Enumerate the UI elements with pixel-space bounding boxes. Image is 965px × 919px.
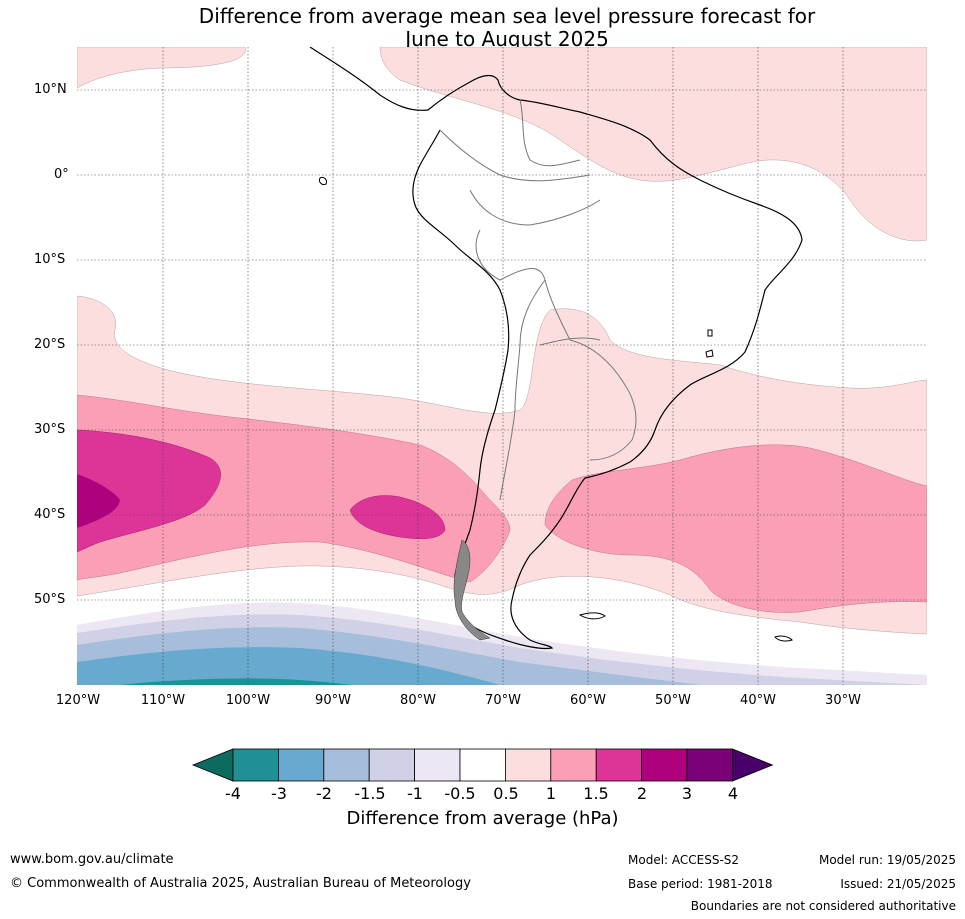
pressure-anomaly-map [77, 47, 927, 685]
colorbar-tick-minus-1-5: -1.5 [354, 784, 386, 803]
colorbar-tick-minus-3: -3 [271, 784, 287, 803]
colorbar-bin-5 [459, 748, 506, 782]
footer-model-run: Model run: 19/05/2025 [818, 853, 956, 867]
colorbar-bin-2 [323, 748, 370, 782]
colorbar-tick-1-5: 1.5 [583, 784, 609, 803]
colorbar-label: Difference from average (hPa) [346, 808, 619, 829]
footer-base-period: Base period: 1981-2018 [628, 877, 773, 891]
anomaly-south-one-east [544, 444, 927, 613]
lon-label-60w: 60°W [570, 693, 606, 708]
country-borders [439, 99, 637, 501]
colorbar-bin-3 [368, 748, 416, 782]
colorbar-tick-minus-1: -1 [407, 784, 423, 803]
colorbar-under-arrow [191, 748, 234, 782]
lon-label-50w: 50°W [655, 693, 691, 708]
lon-label-100w: 100°W [225, 693, 271, 708]
title-line-1: Difference from average mean sea level p… [198, 4, 816, 28]
lat-label-10s: 10°S [34, 252, 66, 267]
lon-label-120w: 120°W [55, 693, 101, 708]
anomaly-band-minus-three [119, 678, 353, 685]
lon-label-110w: 110°W [140, 693, 186, 708]
lon-label-80w: 80°W [400, 693, 436, 708]
colorbar-bin-0 [232, 748, 279, 782]
lat-label-10n: 10°N [34, 82, 67, 97]
lat-label-50s: 50°S [34, 592, 66, 607]
footer-model: Model: ACCESS-S2 [628, 853, 740, 867]
lon-label-70w: 70°W [485, 693, 521, 708]
colorbar-bin-8 [595, 748, 643, 782]
title-line-2: June to August 2025 [405, 27, 609, 51]
graticule [77, 47, 927, 685]
anomaly-south-one-half-mid [349, 495, 446, 539]
lat-label-40s: 40°S [34, 507, 66, 522]
footer-copyright: © Commonwealth of Australia 2025, Austra… [10, 876, 471, 891]
colorbar-bin-7 [550, 748, 597, 782]
colorbar-tick-minus-0-5: -0.5 [444, 784, 476, 803]
colorbar-bin-6 [504, 748, 552, 782]
lon-label-40w: 40°W [740, 693, 776, 708]
anomaly-south-one-half [77, 429, 221, 553]
colorbar-tick-2: 2 [636, 784, 648, 803]
footer-issued: Issued: 21/05/2025 [840, 877, 956, 891]
chile-fjords [453, 539, 491, 641]
colorbar-tick-3: 3 [681, 784, 693, 803]
south-america-coastline [309, 47, 803, 650]
lat-label-30s: 30°S [34, 422, 66, 437]
colorbar-tick-minus-2: -2 [316, 784, 332, 803]
lon-label-30w: 30°W [825, 693, 861, 708]
colorbar-over-arrow [732, 748, 774, 782]
footer-url[interactable]: www.bom.gov.au/climate [10, 852, 174, 867]
anomaly-band-minus-two [77, 647, 500, 685]
anomaly-south-two [77, 474, 120, 528]
colorbar-tick-minus-4: -4 [225, 784, 241, 803]
colorbar-tick-1: 1 [545, 784, 557, 803]
colorbar-tick-0-5: 0.5 [493, 784, 519, 803]
colorbar-bin-4 [414, 748, 461, 782]
colorbar-tick-4: 4 [727, 784, 739, 803]
lat-label-0: 0° [54, 167, 69, 182]
anomaly-north-west [77, 47, 246, 89]
lon-label-90w: 90°W [315, 693, 351, 708]
islands [319, 177, 793, 642]
colorbar-bin-1 [277, 748, 325, 782]
footer-disclaimer: Boundaries are not considered authoritat… [690, 899, 956, 913]
lat-label-20s: 20°S [34, 337, 66, 352]
colorbar-bin-9 [641, 748, 688, 782]
colorbar-bin-10 [686, 748, 733, 782]
chart-title: Difference from average mean sea level p… [0, 5, 965, 51]
